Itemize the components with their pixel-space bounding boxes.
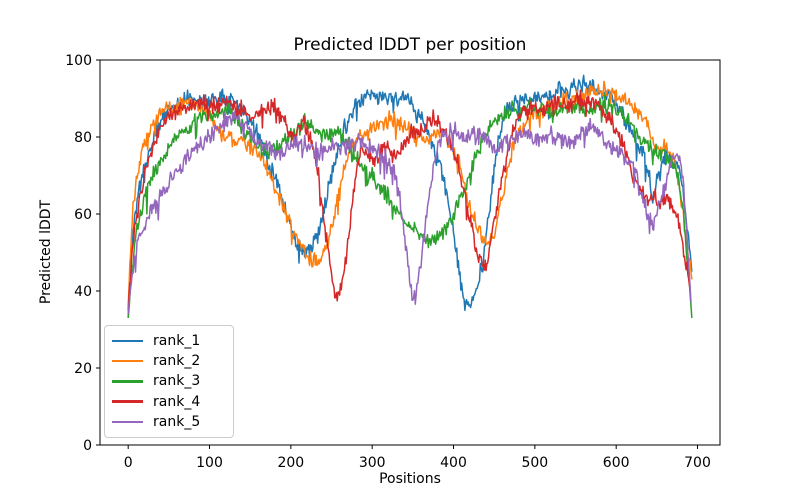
legend-label: rank_4 xyxy=(153,393,201,410)
legend: rank_1 rank_2 rank_3 rank_4 rank_5 xyxy=(104,325,234,438)
legend-label: rank_1 xyxy=(153,333,201,350)
legend-label: rank_5 xyxy=(153,413,201,430)
x-axis-label: Positions xyxy=(379,471,441,487)
chart-title: Predicted lDDT per position xyxy=(293,35,527,55)
y-tick-label: 40 xyxy=(74,284,92,300)
legend-item-rank-3: rank_3 xyxy=(112,371,224,391)
legend-line-swatch xyxy=(112,400,143,403)
x-tick-label: 300 xyxy=(359,455,386,471)
legend-line-swatch xyxy=(112,339,143,343)
legend-item-rank-5: rank_5 xyxy=(112,412,224,432)
legend-line-swatch xyxy=(112,360,143,363)
y-tick-label: 20 xyxy=(74,361,92,377)
y-axis-label: Predicted lDDT xyxy=(38,199,54,305)
legend-item-rank-4: rank_4 xyxy=(112,392,224,412)
legend-label: rank_2 xyxy=(153,353,201,370)
x-tick-label: 100 xyxy=(196,455,223,471)
legend-line-swatch xyxy=(112,420,143,424)
legend-item-rank-1: rank_1 xyxy=(112,331,224,351)
x-tick-label: 500 xyxy=(521,455,548,471)
legend-item-rank-2: rank_2 xyxy=(112,351,224,371)
x-tick-label: 400 xyxy=(440,455,467,471)
x-tick-label: 0 xyxy=(124,455,133,471)
x-tick-label: 700 xyxy=(684,455,711,471)
series-line-rank_5 xyxy=(127,111,692,315)
y-tick-label: 0 xyxy=(83,438,92,454)
axes-spines xyxy=(99,59,721,446)
y-tick-label: 100 xyxy=(65,53,92,69)
legend-label: rank_3 xyxy=(153,373,201,390)
x-tick-label: 600 xyxy=(603,455,630,471)
series-line-rank_4 xyxy=(127,89,691,311)
x-tick-label: 200 xyxy=(277,455,304,471)
legend-line-swatch xyxy=(112,380,143,383)
y-tick-label: 60 xyxy=(74,207,92,223)
y-tick-label: 80 xyxy=(74,130,92,146)
